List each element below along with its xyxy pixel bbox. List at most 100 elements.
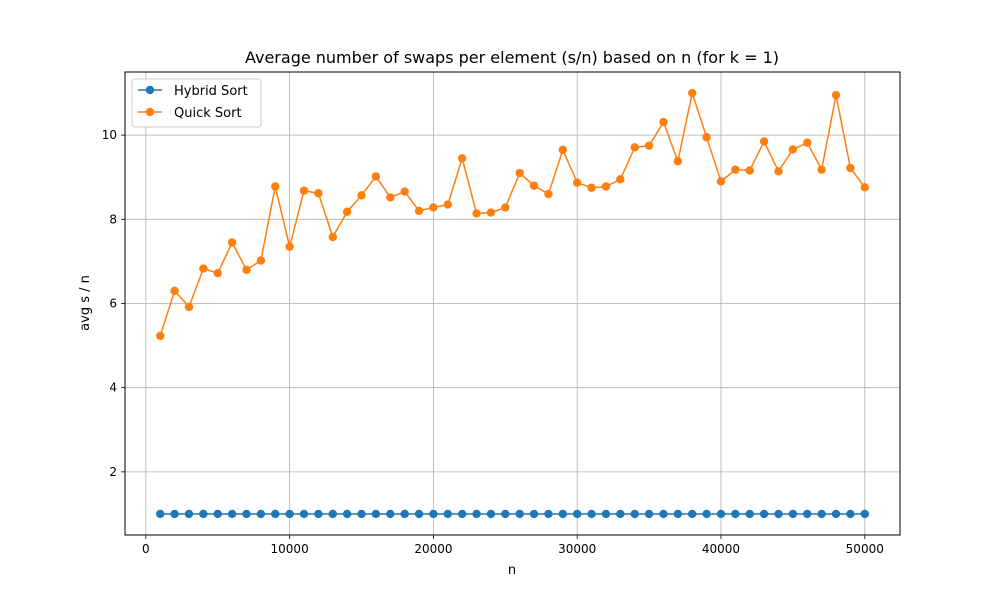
- x-tick-label: 30000: [558, 542, 596, 556]
- data-point-hybrid-sort: [846, 509, 855, 519]
- legend-box: [131, 78, 262, 128]
- data-point-quick-sort: [213, 268, 222, 278]
- data-point-hybrid-sort: [342, 509, 352, 519]
- data-point-hybrid-sort: [400, 509, 409, 519]
- series-hybrid-sort: [156, 509, 869, 519]
- data-point-hybrid-sort: [774, 509, 783, 519]
- data-point-hybrid-sort: [386, 509, 395, 519]
- axis-ticks: 0 10000 20000 30000 40000 50000 2 4 6 8 10: [102, 128, 884, 556]
- data-point-hybrid-sort: [184, 509, 194, 519]
- data-point-quick-sort: [558, 145, 568, 155]
- x-tick-label: 20000: [414, 542, 452, 556]
- data-point-quick-sort: [386, 193, 395, 202]
- data-point-quick-sort: [227, 238, 237, 247]
- data-point-quick-sort: [759, 137, 769, 146]
- x-tick-label: 0: [142, 542, 150, 556]
- data-point-hybrid-sort: [688, 509, 697, 519]
- data-point-quick-sort: [271, 182, 280, 191]
- data-point-hybrid-sort: [457, 509, 467, 519]
- data-point-hybrid-sort: [788, 509, 798, 519]
- data-point-quick-sort: [515, 168, 524, 178]
- grid-lines: [125, 72, 900, 535]
- data-point-hybrid-sort: [759, 509, 769, 519]
- data-point-quick-sort: [630, 143, 639, 152]
- x-tick-label: 40000: [702, 542, 740, 556]
- data-point-quick-sort: [673, 157, 683, 166]
- data-point-quick-sort: [400, 187, 409, 196]
- data-point-hybrid-sort: [644, 509, 654, 519]
- data-point-quick-sort: [242, 265, 251, 275]
- data-point-quick-sort: [846, 163, 855, 173]
- y-tick-label: 6: [109, 297, 117, 311]
- data-point-hybrid-sort: [817, 509, 826, 519]
- x-tick-label: 10000: [271, 542, 309, 556]
- data-point-quick-sort: [688, 88, 697, 98]
- data-point-quick-sort: [457, 154, 467, 163]
- data-point-hybrid-sort: [831, 509, 841, 519]
- data-point-quick-sort: [860, 183, 869, 192]
- data-point-quick-sort: [429, 203, 438, 212]
- data-point-quick-sort: [817, 165, 826, 174]
- data-point-hybrid-sort: [256, 509, 266, 519]
- y-tick-label: 4: [109, 381, 117, 395]
- data-point-hybrid-sort: [529, 509, 539, 519]
- data-point-quick-sort: [342, 207, 352, 216]
- data-point-hybrid-sort: [601, 509, 611, 519]
- data-point-hybrid-sort: [170, 509, 179, 519]
- plot-series: [156, 88, 869, 519]
- data-point-hybrid-sort: [472, 509, 481, 519]
- data-point-hybrid-sort: [673, 509, 683, 519]
- data-point-quick-sort: [156, 331, 165, 341]
- legend-label-hybrid-sort: Hybrid Sort: [174, 84, 248, 99]
- data-point-quick-sort: [544, 189, 553, 199]
- data-point-quick-sort: [256, 256, 266, 265]
- data-point-hybrid-sort: [515, 509, 524, 519]
- series-line-quick-sort: [159, 90, 866, 337]
- data-point-hybrid-sort: [328, 509, 337, 519]
- data-point-quick-sort: [371, 172, 381, 181]
- data-point-hybrid-sort: [429, 509, 438, 519]
- data-point-hybrid-sort: [803, 509, 812, 519]
- data-point-hybrid-sort: [357, 509, 366, 519]
- data-point-hybrid-sort: [199, 509, 208, 519]
- data-point-quick-sort: [831, 90, 841, 100]
- data-point-quick-sort: [702, 133, 711, 142]
- legend-marker-hybrid-sort: [145, 85, 155, 95]
- chart-title: Average number of swaps per element (s/n…: [245, 48, 779, 67]
- data-point-hybrid-sort: [501, 509, 510, 519]
- legend: Hybrid Sort Quick Sort: [131, 78, 262, 128]
- data-point-quick-sort: [199, 264, 208, 273]
- data-point-hybrid-sort: [731, 509, 740, 519]
- data-point-hybrid-sort: [616, 509, 625, 519]
- data-point-hybrid-sort: [716, 509, 726, 519]
- data-point-hybrid-sort: [544, 509, 553, 519]
- data-point-hybrid-sort: [371, 509, 381, 519]
- data-point-quick-sort: [299, 186, 309, 195]
- data-point-hybrid-sort: [702, 509, 711, 519]
- legend-marker-quick-sort: [145, 107, 155, 117]
- legend-label-quick-sort: Quick Sort: [174, 106, 242, 121]
- data-point-quick-sort: [529, 181, 539, 190]
- data-point-hybrid-sort: [860, 509, 869, 519]
- y-axis-label: avg s / n: [78, 275, 93, 331]
- y-tick-label: 2: [109, 465, 117, 479]
- y-tick-label: 10: [102, 128, 117, 142]
- data-point-quick-sort: [601, 182, 611, 191]
- data-point-quick-sort: [659, 117, 668, 127]
- data-point-quick-sort: [616, 175, 625, 184]
- data-point-quick-sort: [414, 206, 424, 216]
- data-point-quick-sort: [731, 165, 740, 174]
- data-point-quick-sort: [170, 286, 179, 296]
- data-point-hybrid-sort: [659, 509, 668, 519]
- data-point-hybrid-sort: [156, 509, 165, 519]
- data-point-hybrid-sort: [486, 509, 496, 519]
- data-point-quick-sort: [745, 166, 754, 175]
- data-point-hybrid-sort: [314, 509, 323, 519]
- x-axis-label: n: [508, 563, 516, 578]
- data-point-quick-sort: [472, 209, 481, 218]
- data-point-quick-sort: [184, 302, 194, 312]
- data-point-quick-sort: [788, 145, 798, 154]
- data-point-hybrid-sort: [242, 509, 251, 519]
- data-point-hybrid-sort: [414, 509, 424, 519]
